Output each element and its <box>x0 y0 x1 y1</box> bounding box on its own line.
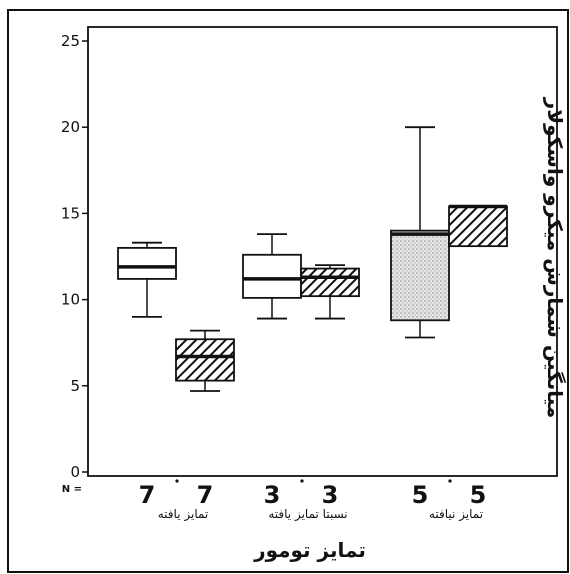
boxes-layer <box>117 126 508 392</box>
box-body <box>242 253 302 299</box>
category-labels: تمایز یافته نسبتا تمایز یافته تمایز نیافته <box>158 479 483 522</box>
count-labels: 7 7 3 3 5 5 <box>139 481 487 509</box>
box-1-1 <box>117 241 177 318</box>
box-2-1 <box>242 233 302 320</box>
count-label: 3 <box>322 481 339 509</box>
y-axis-title: میانگین شمارش میکرو واسکولار <box>543 97 567 419</box>
category-label: تمایز نیافته <box>429 507 483 522</box>
outer-frame <box>7 9 569 573</box>
box-body <box>448 205 508 248</box>
y-tick-label: 25 <box>61 32 80 50</box>
y-tick-label: 10 <box>61 291 80 309</box>
plot-area <box>87 26 558 477</box>
count-label: 3 <box>264 481 281 509</box>
box-3-2 <box>448 204 508 248</box>
y-tick-label: 0 <box>70 463 80 481</box>
box-body <box>175 338 235 382</box>
separator-dot <box>448 479 452 483</box>
n-label: N = <box>62 484 82 495</box>
box-body <box>390 229 450 322</box>
category-label: نسبتا تمایز یافته <box>268 507 347 522</box>
count-label: 5 <box>470 481 487 509</box>
y-tick-label: 5 <box>70 377 80 395</box>
box-body <box>117 246 177 280</box>
box-1-2 <box>175 329 235 392</box>
y-tick-label: 20 <box>61 118 80 136</box>
box-body <box>300 267 360 298</box>
category-label: تمایز یافته <box>158 507 209 522</box>
count-label: 7 <box>139 481 156 509</box>
y-tick-label: 15 <box>61 204 80 222</box>
x-axis-title: تمایز تومور <box>253 538 366 562</box>
box-3-1 <box>390 126 450 339</box>
separator-dot <box>300 479 304 483</box>
y-axis: 0 5 10 15 20 25 <box>61 32 88 481</box>
count-label: 5 <box>412 481 429 509</box>
count-label: 7 <box>197 481 214 509</box>
box-2-2 <box>300 264 360 320</box>
separator-dot <box>175 479 179 483</box>
